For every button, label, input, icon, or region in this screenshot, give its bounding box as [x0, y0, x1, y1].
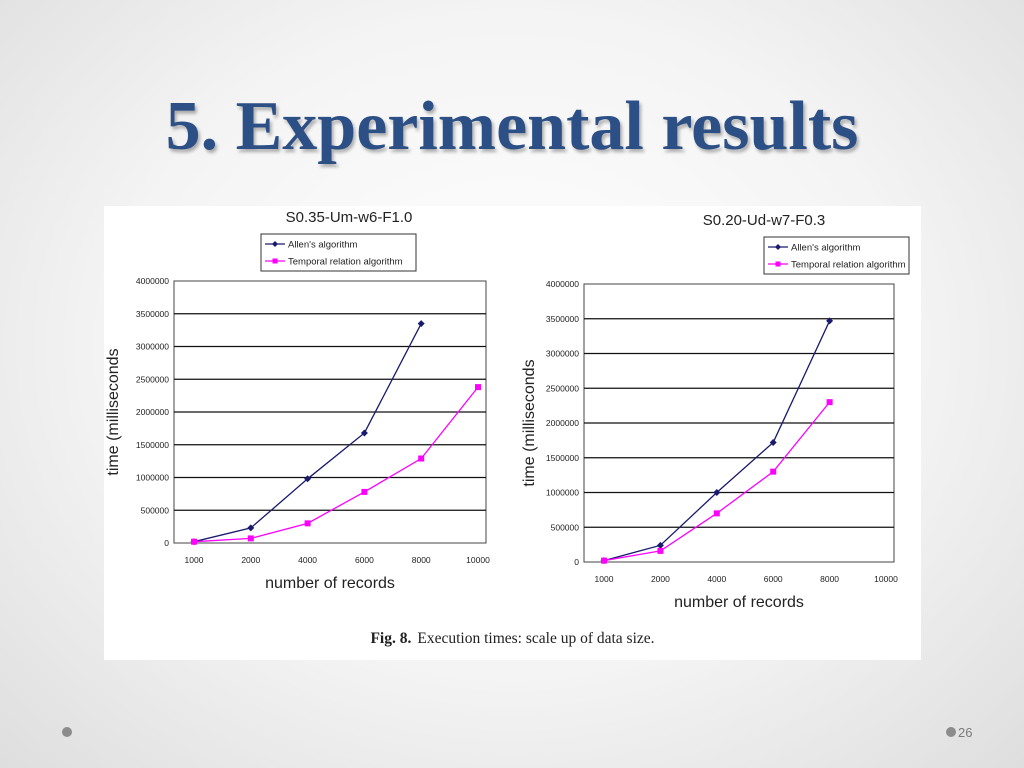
x-axis-label: number of records — [674, 594, 804, 611]
right-bullet-dot — [946, 727, 956, 737]
y-axis-label: time (milliseconds — [521, 359, 538, 486]
x-tick-label: 10000 — [874, 574, 898, 584]
allen-data-point — [304, 475, 312, 483]
left-bullet-dot — [62, 727, 72, 737]
legend-box — [763, 236, 910, 275]
temporal-data-point — [601, 557, 607, 564]
temporal-data-point — [475, 384, 481, 391]
y-tick-label: 2500000 — [546, 383, 579, 393]
x-tick-label: 1000 — [185, 555, 204, 565]
legend-marker-diamond — [272, 241, 278, 247]
y-tick-label: 0 — [164, 538, 169, 548]
y-tick-label: 3000000 — [136, 342, 169, 352]
allen-data-point — [247, 524, 255, 532]
temporal-data-point — [304, 520, 311, 527]
legend-marker-square — [272, 258, 278, 264]
temporal-data-point — [191, 538, 197, 545]
figure-caption: Fig. 8. Execution times: scale up of data… — [104, 630, 921, 648]
y-tick-label: 500000 — [551, 522, 580, 532]
x-tick-label: 6000 — [764, 574, 783, 584]
y-tick-label: 2000000 — [136, 407, 169, 417]
legend-label: Allen's algorithm — [791, 243, 860, 254]
temporal-data-point — [770, 468, 777, 475]
chart-title: S0.35-Um-w6-F1.0 — [286, 209, 413, 226]
x-tick-label: 8000 — [820, 574, 839, 584]
legend-marker-square — [775, 261, 781, 267]
caption-figure-number: Fig. 8. — [370, 630, 412, 647]
x-tick-label: 1000 — [595, 574, 614, 584]
temporal-data-point — [247, 535, 254, 542]
x-tick-label: 8000 — [412, 555, 431, 565]
x-tick-label: 10000 — [466, 555, 490, 565]
y-tick-label: 3500000 — [546, 314, 579, 324]
y-axis-label: time (milliseconds — [105, 348, 122, 475]
allen-data-point — [826, 317, 834, 325]
allen-data-point — [769, 438, 777, 446]
allen-data-point — [713, 489, 721, 496]
allen-data-point — [360, 429, 368, 437]
x-tick-label: 2000 — [651, 574, 670, 584]
y-tick-label: 1500000 — [136, 440, 169, 450]
caption-text: Execution times: scale up of data size. — [417, 630, 655, 647]
page-number: 26 — [958, 725, 973, 740]
y-tick-label: 1000000 — [136, 473, 169, 483]
legend-box — [260, 233, 417, 272]
x-axis-label: number of records — [265, 575, 395, 592]
chart-left: S0.35-Um-w6-F1.0 Allen's algorithm Tempora… — [105, 209, 490, 592]
legend-label: Temporal relation algorithm — [288, 257, 403, 268]
temporal-data-point — [657, 547, 664, 554]
y-tick-label: 3000000 — [546, 349, 579, 359]
legend-marker-diamond — [775, 244, 781, 250]
x-tick-label: 4000 — [707, 574, 726, 584]
y-tick-label: 2500000 — [136, 374, 169, 384]
chart-title: S0.20-Ud-w7-F0.3 — [703, 212, 826, 229]
y-tick-label: 4000000 — [136, 276, 169, 286]
y-tick-label: 4000000 — [546, 279, 579, 289]
allen-series-line — [603, 320, 831, 562]
figure-panel: S0.35-Um-w6-F1.0 Allen's algorithm Tempora… — [104, 206, 921, 660]
y-tick-label: 1000000 — [546, 488, 579, 498]
temporal-data-point — [826, 399, 833, 406]
y-tick-label: 0 — [574, 557, 579, 567]
temporal-data-point — [418, 455, 425, 462]
legend-label: Temporal relation algorithm — [791, 260, 906, 271]
temporal-series-line — [193, 386, 479, 543]
allen-series-line — [193, 323, 422, 543]
temporal-series-line — [603, 401, 831, 562]
allen-data-point — [417, 320, 425, 328]
y-tick-label: 2000000 — [546, 418, 579, 428]
x-tick-label: 2000 — [241, 555, 260, 565]
temporal-data-point — [361, 488, 368, 495]
temporal-data-point — [713, 510, 720, 517]
y-tick-label: 500000 — [141, 505, 170, 515]
allen-data-point — [656, 541, 664, 549]
chart-right: S0.20-Ud-w7-F0.3 Allen's algorithm Tempora… — [521, 212, 910, 611]
y-tick-label: 3500000 — [136, 309, 169, 319]
x-tick-label: 6000 — [355, 555, 374, 565]
legend-label: Allen's algorithm — [288, 240, 357, 251]
x-tick-label: 4000 — [298, 555, 317, 565]
y-tick-label: 1500000 — [546, 453, 579, 463]
slide-title: 5. Experimental results — [165, 88, 859, 165]
